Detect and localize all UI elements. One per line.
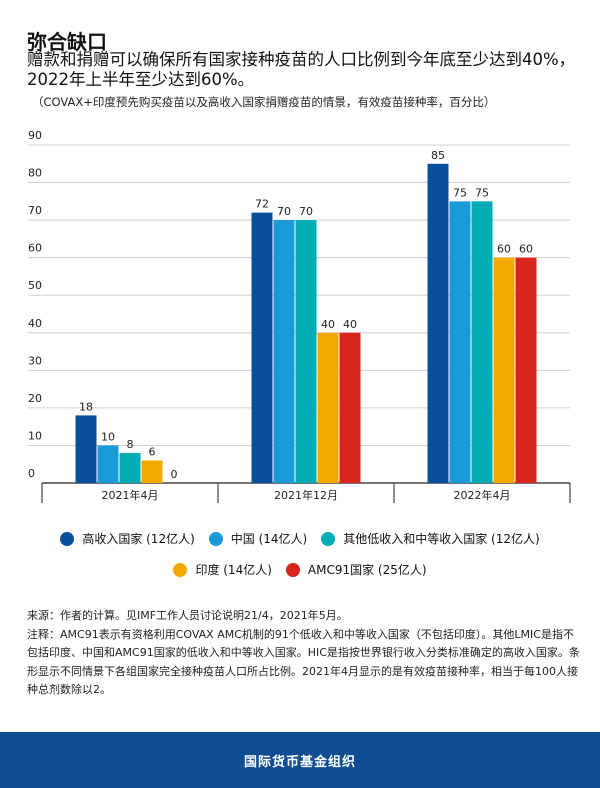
y-tick-label: 80: [28, 167, 42, 180]
data-label: 72: [255, 198, 269, 211]
data-label: 8: [127, 438, 134, 451]
data-label: 40: [343, 318, 357, 331]
bar: [119, 452, 141, 483]
legend-swatch: [321, 531, 336, 546]
data-label: 70: [277, 205, 291, 218]
bar: [251, 212, 273, 483]
bar: [449, 201, 471, 484]
y-tick-label: 50: [28, 279, 42, 292]
chart-subtitle: 赠款和捐赠可以确保所有国家接种疫苗的人口比例到今年底至少达到40%，2022年上…: [27, 50, 576, 89]
footnotes: 来源：作者的计算。见IMF工作人员讨论说明21/4，2021年5月。 注释：AM…: [27, 607, 582, 700]
y-tick-label: 10: [28, 429, 42, 442]
source-text: 来源：作者的计算。见IMF工作人员讨论说明21/4，2021年5月。: [27, 609, 348, 622]
bar: [493, 257, 515, 483]
bar: [141, 460, 163, 483]
data-label: 0: [171, 468, 178, 481]
bar: [317, 332, 339, 483]
y-tick-label: 40: [28, 317, 42, 330]
legend-item: AMC91国家 (25亿人): [285, 561, 427, 578]
bar: [339, 332, 361, 483]
chart-note: （COVAX+印度预先购买疫苗以及高收入国家捐赠疫苗的情景，有效疫苗接种率，百分…: [32, 95, 496, 109]
legend-swatch: [208, 531, 223, 546]
bar: [273, 220, 295, 483]
bar: [75, 415, 97, 483]
bar: [515, 257, 537, 483]
data-label: 60: [519, 243, 533, 256]
data-label: 10: [101, 430, 115, 443]
data-label: 70: [299, 205, 313, 218]
footer-band: 国际货币基金组织: [0, 732, 600, 788]
data-label: 40: [321, 318, 335, 331]
data-label: 60: [497, 243, 511, 256]
y-tick-label: 30: [28, 354, 42, 367]
chart-title: 弥合缺口: [27, 30, 107, 54]
org-name: 国际货币基金组织: [243, 754, 356, 770]
legend-row-1: 高收入国家 (12亿人) 中国 (14亿人) 其他低收入和中等收入国家 (12亿人): [0, 530, 600, 547]
legend-swatch: [173, 562, 188, 577]
y-tick-label: 20: [28, 392, 42, 405]
y-tick-label: 60: [28, 242, 42, 255]
y-tick-label: 0: [28, 467, 35, 480]
data-label: 75: [453, 186, 467, 199]
legend-swatch: [285, 562, 300, 577]
bar: [471, 201, 493, 484]
bar-chart: 01020304050607080902021年4月18108602021年12…: [28, 129, 571, 503]
data-label: 85: [431, 149, 445, 162]
note-text: 注释：AMC91表示有资格利用COVAX AMC机制的91个低收入和中等收入国家…: [27, 627, 580, 697]
data-label: 6: [149, 445, 156, 458]
x-tick-label: 2021年12月: [274, 488, 338, 502]
legend-label: 其他低收入和中等收入国家 (12亿人): [343, 532, 540, 546]
legend-swatch: [60, 531, 75, 546]
x-tick-label: 2022年4月: [454, 488, 511, 502]
legend-row-2: 印度 (14亿人) AMC91国家 (25亿人): [0, 561, 600, 578]
legend-item: 高收入国家 (12亿人): [60, 530, 195, 547]
x-tick-label: 2021年4月: [102, 488, 159, 502]
legend-item: 其他低收入和中等收入国家 (12亿人): [321, 530, 540, 547]
bar: [295, 220, 317, 483]
legend-label: 高收入国家 (12亿人): [82, 532, 195, 546]
data-label: 18: [79, 400, 93, 413]
legend-item: 中国 (14亿人): [208, 530, 308, 547]
legend-item: 印度 (14亿人): [173, 561, 272, 578]
y-tick-label: 90: [28, 129, 42, 142]
data-label: 75: [475, 186, 489, 199]
legend-label: AMC91国家 (25亿人): [307, 563, 427, 577]
legend-label: 印度 (14亿人): [195, 563, 272, 577]
y-tick-label: 70: [28, 204, 42, 217]
bar: [97, 445, 119, 483]
bar: [427, 163, 449, 483]
legend-label: 中国 (14亿人): [230, 532, 308, 546]
